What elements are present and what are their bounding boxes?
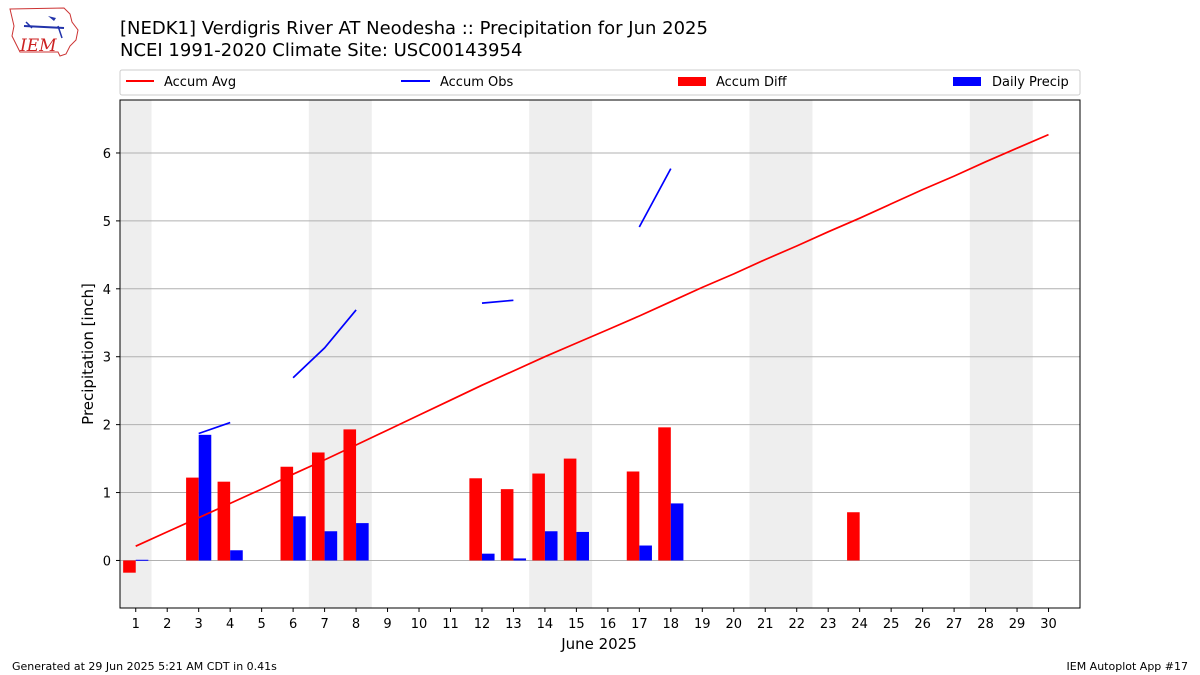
x-tick-label-22: 22 [788, 617, 805, 632]
y-tick-label-4: 4 [103, 283, 111, 298]
x-tick-label-24: 24 [851, 617, 868, 632]
bar-accum-diff-day-1 [123, 560, 136, 573]
x-tick-label-26: 26 [914, 617, 931, 632]
lines [135, 133, 1049, 547]
iem-logo-text: IEM [19, 36, 57, 56]
bar-accum-diff-day-7 [312, 452, 325, 561]
x-tick-label-11: 11 [442, 617, 459, 632]
grid-lines [120, 152, 1080, 561]
bar-accum-diff-day-4 [217, 481, 231, 561]
x-tick-label-17: 17 [631, 617, 648, 632]
bar-daily-precip-day-18 [670, 503, 684, 561]
x-tick-label-13: 13 [505, 617, 522, 632]
x-tick-label-10: 10 [411, 617, 428, 632]
bar-accum-diff-day-17 [626, 471, 640, 561]
x-tick-label-6: 6 [289, 617, 297, 632]
x-tick-label-1: 1 [132, 617, 140, 632]
legend-swatch-daily-precip [953, 77, 981, 86]
weekend-bands [120, 100, 1033, 608]
x-tick-label-19: 19 [694, 617, 711, 632]
y-tick-label-6: 6 [103, 147, 111, 162]
x-tick-label-28: 28 [977, 617, 994, 632]
x-tick-label-25: 25 [883, 617, 900, 632]
bar-daily-precip-day-7 [324, 531, 338, 561]
bar-daily-precip-day-3 [198, 434, 212, 561]
bar-accum-diff-day-13 [500, 489, 514, 561]
x-tick-label-12: 12 [474, 617, 491, 632]
bar-accum-diff-day-6 [280, 466, 294, 561]
weekend-band-0 [120, 100, 152, 608]
y-tick-label-5: 5 [103, 215, 111, 230]
x-tick-label-20: 20 [725, 617, 742, 632]
bar-accum-diff-day-18 [658, 427, 671, 561]
bars [123, 427, 860, 573]
x-tick-label-18: 18 [663, 617, 680, 632]
x-tick-label-2: 2 [163, 617, 171, 632]
bar-daily-precip-day-8 [356, 523, 369, 561]
bar-daily-precip-day-15 [576, 531, 589, 561]
bar-daily-precip-day-1 [135, 559, 149, 561]
legend-label-daily-precip: Daily Precip [992, 75, 1069, 90]
bar-daily-precip-day-4 [230, 550, 243, 561]
bar-accum-diff-day-3 [186, 477, 199, 561]
bar-accum-diff-day-14 [532, 473, 545, 561]
x-tick-label-14: 14 [537, 617, 554, 632]
line-accum-obs-segment-1 [292, 309, 357, 379]
x-tick-label-15: 15 [568, 617, 585, 632]
x-axis-label: June 2025 [560, 635, 637, 653]
bar-daily-precip-day-14 [544, 531, 558, 561]
weekend-band-4 [969, 100, 1033, 608]
y-tick-label-2: 2 [103, 419, 111, 434]
legend: Accum Avg Accum Obs Accum Diff Daily Pre… [119, 69, 1081, 96]
legend-label-accum-avg: Accum Avg [164, 75, 236, 90]
bar-daily-precip-day-13 [513, 558, 527, 561]
legend-label-accum-diff: Accum Diff [716, 75, 788, 90]
x-tick-label-23: 23 [820, 617, 837, 632]
x-tick-label-9: 9 [383, 617, 391, 632]
bar-accum-diff-day-8 [343, 429, 357, 561]
bar-accum-diff-day-24 [847, 512, 860, 561]
x-tick-label-8: 8 [352, 617, 360, 632]
x-tick-label-3: 3 [195, 617, 203, 632]
legend-swatch-accum-diff [678, 77, 706, 86]
footer-app: IEM Autoplot App #17 [1066, 660, 1189, 673]
x-tick-label-27: 27 [946, 617, 963, 632]
y-axis-label: Precipitation [inch] [79, 283, 97, 425]
x-tick-label-16: 16 [600, 617, 617, 632]
footer-generated: Generated at 29 Jun 2025 5:21 AM CDT in … [12, 660, 277, 673]
x-tick-label-5: 5 [257, 617, 265, 632]
line-accum-obs-segment-2 [481, 299, 514, 304]
legend-label-accum-obs: Accum Obs [440, 75, 513, 90]
bar-accum-diff-day-15 [563, 458, 577, 561]
line-accum-obs-segment-3 [638, 168, 672, 228]
y-tick-label-0: 0 [103, 554, 111, 569]
x-tick-label-21: 21 [757, 617, 774, 632]
chart-title: [NEDK1] Verdigris River AT Neodesha :: P… [120, 18, 708, 39]
plot-frame [119, 99, 1081, 609]
bar-accum-diff-day-12 [469, 478, 482, 561]
x-tick-label-7: 7 [320, 617, 328, 632]
chart-subtitle: NCEI 1991-2020 Climate Site: USC00143954 [120, 40, 523, 61]
y-tick-label-3: 3 [103, 351, 111, 366]
bar-daily-precip-day-12 [481, 553, 495, 561]
x-tick-label-4: 4 [226, 617, 234, 632]
line-accum-obs-segment-0 [198, 421, 231, 435]
y-tick-label-1: 1 [103, 487, 111, 502]
line-accum-avg-segment-0 [135, 133, 1049, 547]
iem-logo: IEM [9, 7, 79, 57]
legend-frame [119, 69, 1081, 96]
x-tick-label-29: 29 [1009, 617, 1026, 632]
bar-daily-precip-day-6 [293, 516, 306, 561]
weekend-band-3 [749, 100, 813, 608]
bar-daily-precip-day-17 [639, 545, 652, 561]
x-tick-label-30: 30 [1040, 617, 1057, 632]
